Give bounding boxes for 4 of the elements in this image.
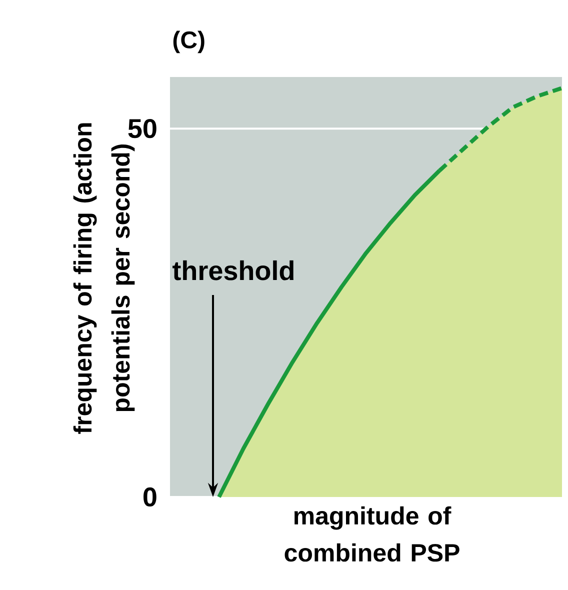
x-axis-title: magnitude of combined PSP xyxy=(284,506,460,562)
y-tick-label: 0 xyxy=(144,487,156,507)
annotation: threshold xyxy=(172,260,294,280)
chart-title: (C) xyxy=(173,30,204,54)
